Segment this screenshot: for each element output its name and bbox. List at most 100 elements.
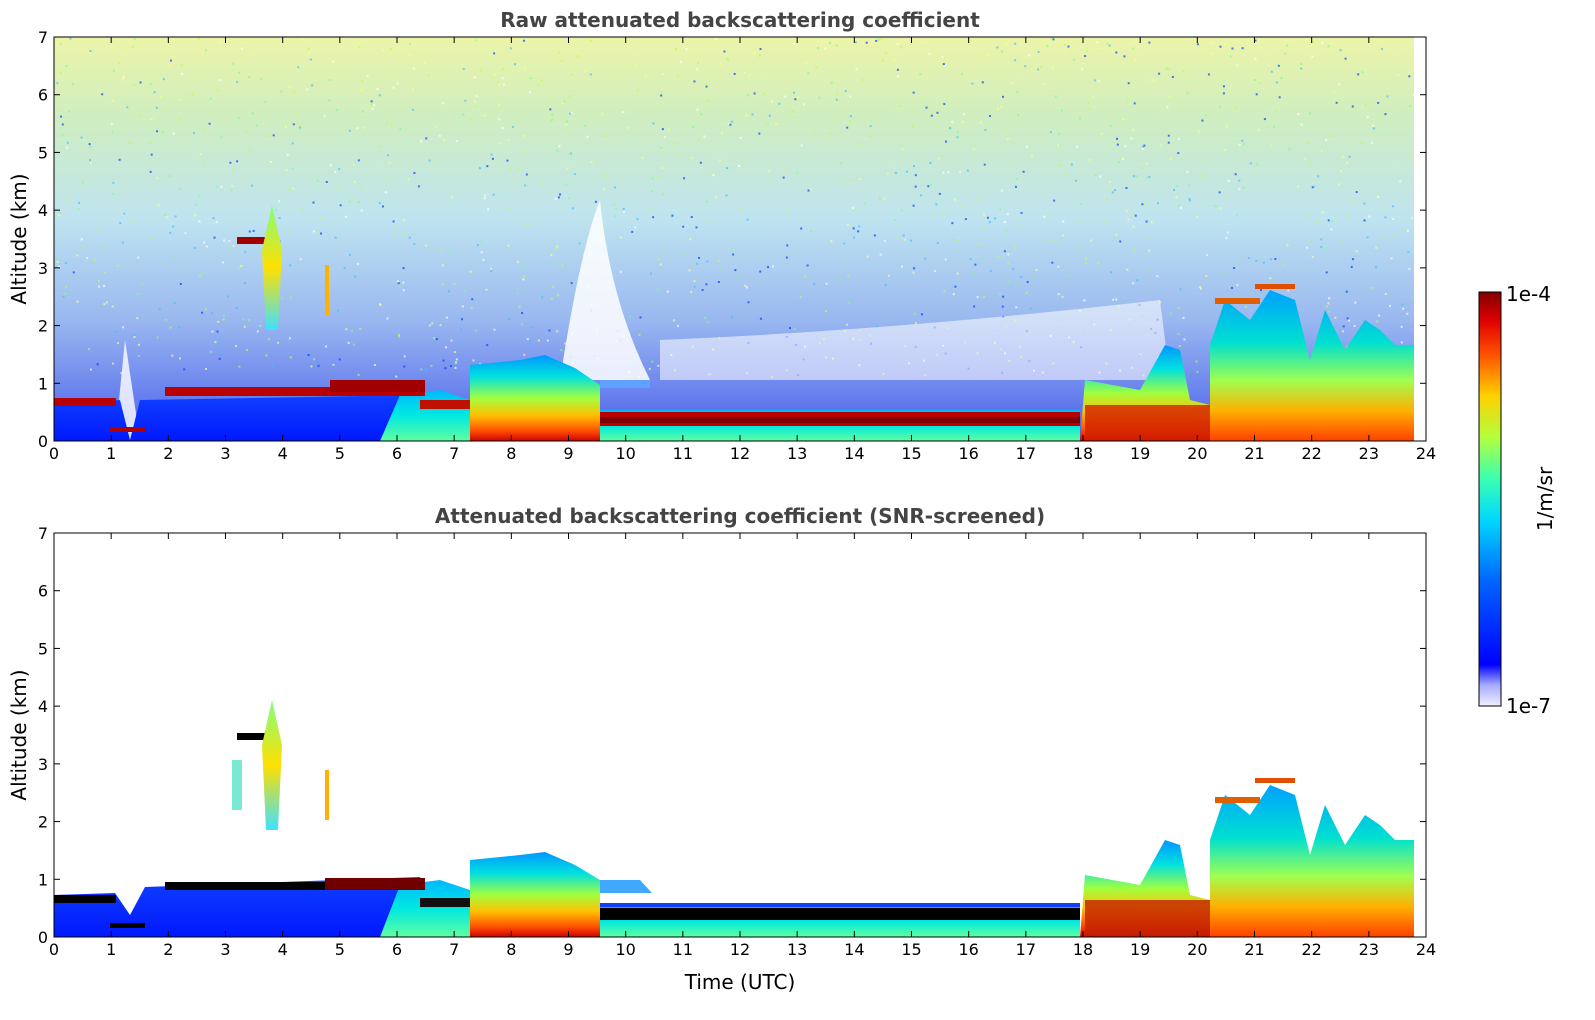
y-tick-label: 3: [38, 755, 48, 774]
cloud-layer: [1215, 298, 1260, 304]
cloud-layer: [600, 880, 652, 893]
clear-air-gap: [560, 200, 650, 380]
boundary-layer-blue: [600, 903, 1080, 907]
panel-screened-title: Attenuated backscattering coefficient (S…: [435, 504, 1045, 528]
x-tick-label: 13: [787, 444, 807, 463]
panel-raw: Raw attenuated backscattering coefficien…: [7, 8, 1436, 463]
panel-raw-x-ticks: 0 1 2 3 4 5 6 7 8 9 10 11 12 13 14 15 16 17 18 19 20 21 22 23 24: [49, 37, 1436, 463]
y-tick-label: 0: [38, 928, 48, 947]
boundary-layer-plume: [1210, 785, 1414, 937]
y-tick-label: 5: [38, 639, 48, 658]
y-tick-label: 4: [38, 201, 48, 220]
panel-raw-y-ticks: 0 1 2 3 4 5 6 7: [38, 28, 1426, 451]
y-tick-label: 2: [38, 317, 48, 336]
x-tick-label: 23: [1359, 940, 1379, 959]
x-tick-label: 22: [1301, 444, 1321, 463]
panel-screened-xlabel: Time (UTC): [684, 970, 796, 994]
cloud-layer: [330, 380, 425, 392]
cloud-layer: [600, 380, 650, 388]
x-tick-label: 18: [1073, 940, 1093, 959]
y-tick-label: 1: [38, 870, 48, 889]
x-tick-label: 3: [220, 444, 230, 463]
y-tick-label: 0: [38, 432, 48, 451]
x-tick-label: 1: [106, 444, 116, 463]
boundary-layer-plume: [470, 852, 600, 937]
x-tick-label: 8: [506, 444, 516, 463]
x-tick-label: 4: [278, 940, 288, 959]
cloud-layer: [325, 878, 425, 890]
x-tick-label: 9: [563, 940, 573, 959]
colorbar: 1e-4 1e-7 1/m/sr: [1478, 282, 1557, 718]
mid-level-cloud: [325, 265, 329, 315]
x-tick-label: 3: [220, 940, 230, 959]
panel-screened-y-ticks: 0 1 2 3 4 5 6 7: [38, 524, 1426, 947]
boundary-layer-plume: [1210, 290, 1414, 441]
x-tick-label: 22: [1301, 940, 1321, 959]
x-tick-label: 21: [1244, 444, 1264, 463]
x-tick-label: 12: [730, 940, 750, 959]
x-tick-label: 0: [49, 444, 59, 463]
boundary-layer-cyan: [380, 880, 470, 937]
colorbar-gradient: [1478, 291, 1502, 707]
colorbar-min-label: 1e-7: [1506, 694, 1551, 718]
x-tick-label: 11: [673, 444, 693, 463]
cloud-layer: [110, 427, 145, 432]
x-tick-label: 0: [49, 940, 59, 959]
x-tick-label: 13: [787, 940, 807, 959]
cloud-layer: [1255, 778, 1295, 783]
mid-level-cloud: [237, 237, 267, 244]
x-tick-label: 10: [615, 940, 635, 959]
cloud-layer: [54, 398, 116, 406]
y-tick-label: 1: [38, 374, 48, 393]
y-tick-label: 7: [38, 28, 48, 47]
colorbar-max-label: 1e-4: [1506, 282, 1551, 306]
boundary-layer-blue: [54, 395, 440, 441]
boundary-layer-blue: [54, 877, 440, 937]
noise-speckle: [54, 37, 1416, 379]
mid-level-cloud: [232, 760, 242, 810]
x-tick-label: 5: [335, 444, 345, 463]
x-tick-label: 16: [958, 444, 978, 463]
x-tick-label: 12: [730, 444, 750, 463]
y-tick-label: 5: [38, 143, 48, 162]
cloud-layer: [420, 898, 470, 907]
x-tick-label: 7: [449, 940, 459, 959]
mid-level-cloud: [325, 770, 329, 820]
y-tick-label: 3: [38, 259, 48, 278]
cloud-layer: [1085, 900, 1210, 937]
x-tick-label: 2: [163, 940, 173, 959]
x-tick-label: 5: [335, 940, 345, 959]
x-tick-label: 21: [1244, 940, 1264, 959]
x-tick-label: 1: [106, 940, 116, 959]
x-tick-label: 19: [1130, 940, 1150, 959]
cloud-layer: [165, 387, 425, 396]
x-tick-label: 18: [1073, 444, 1093, 463]
mid-level-cloud: [262, 700, 282, 830]
x-tick-label: 10: [615, 444, 635, 463]
cloud-layer: [110, 923, 145, 928]
y-tick-label: 7: [38, 524, 48, 543]
panel-screened-heatmap: [54, 533, 1426, 937]
x-tick-label: 19: [1130, 444, 1150, 463]
panel-raw-title: Raw attenuated backscattering coefficien…: [500, 8, 980, 32]
cloud-layer: [600, 908, 1080, 920]
panel-raw-ylabel: Altitude (km): [7, 173, 31, 304]
panel-screened-x-ticks: 0 1 2 3 4 5 6 7 8 9 10 11 12 13 14 15 16 17 18 19 20 21 22 23 24: [49, 533, 1436, 959]
x-tick-label: 6: [392, 940, 402, 959]
x-tick-label: 16: [958, 940, 978, 959]
x-tick-label: 20: [1187, 444, 1207, 463]
x-tick-label: 17: [1016, 444, 1036, 463]
x-tick-label: 23: [1359, 444, 1379, 463]
clear-air-gap: [660, 300, 1170, 380]
x-tick-label: 15: [901, 444, 921, 463]
cloud-layer: [54, 895, 116, 903]
y-tick-label: 6: [38, 582, 48, 601]
cloud-layer: [1085, 405, 1210, 441]
x-tick-label: 14: [844, 940, 864, 959]
x-tick-label: 4: [278, 444, 288, 463]
cloud-layer: [165, 882, 325, 890]
x-tick-label: 9: [563, 444, 573, 463]
cloud-layer: [1255, 284, 1295, 289]
x-tick-label: 11: [673, 940, 693, 959]
cloud-layer: [600, 417, 1080, 423]
